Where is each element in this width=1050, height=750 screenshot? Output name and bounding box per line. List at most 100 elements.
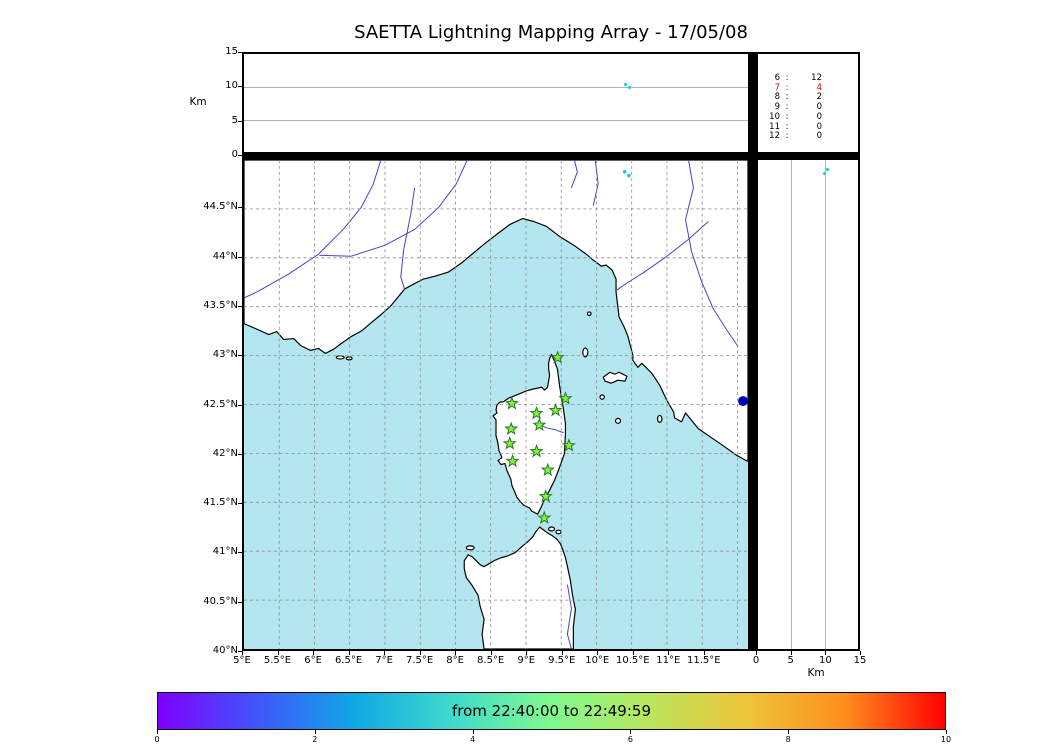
map-lon-tick-label: 6.5°E <box>334 655 363 666</box>
station-count-value: 4 <box>816 82 822 93</box>
station-count-row: 7: 4 <box>758 82 858 94</box>
time-window-label: from 22:40:00 to 22:49:59 <box>451 702 651 720</box>
station-count-row: 8: 2 <box>758 93 858 103</box>
map-lat-tick-label: 44.5°N <box>203 201 238 213</box>
colorbar-tick <box>314 730 316 734</box>
right-panel-tick <box>825 651 827 655</box>
map-lon-tick-label: 9.5°E <box>548 655 576 666</box>
map-lat-tick-label: 42°N <box>212 447 238 459</box>
map-canvas <box>244 160 748 649</box>
altitude-axis-label: Km <box>189 96 207 108</box>
colorbar-tick <box>946 730 947 734</box>
station-marker <box>532 417 547 432</box>
map-lon-tick <box>490 651 492 655</box>
map-lat-tick-label: 44°N <box>212 250 238 262</box>
right-panel-axis-label: Km <box>807 667 825 679</box>
map-lat-tick <box>238 256 242 258</box>
right-panel-tick <box>860 651 861 655</box>
map-lat-tick-label: 43°N <box>212 349 238 361</box>
map-lon-tick <box>668 651 670 655</box>
altitude-tick-label: 0 <box>231 149 238 160</box>
right-panel-tick-label: 0 <box>752 655 760 666</box>
map-lat-tick <box>238 404 242 406</box>
station-count-row: 11: 0 <box>758 121 858 133</box>
colorbar-tick-label: 4 <box>470 735 476 744</box>
montecristo-island <box>614 417 622 424</box>
altitude-tick-label: 5 <box>231 114 238 126</box>
corsica <box>492 353 567 515</box>
map-lon-tick <box>384 651 386 655</box>
altitude-tick-label: 10 <box>225 80 238 92</box>
rivers <box>244 160 739 649</box>
figure-title: SAETTA Lightning Mapping Array - 17/05/0… <box>354 22 748 43</box>
landmasses <box>244 160 748 649</box>
station-count-value: 0 <box>816 121 822 132</box>
station-marker <box>504 421 519 435</box>
station-count-key: 11 <box>769 121 780 132</box>
map-lon-tick-label: 8.5°E <box>477 655 505 666</box>
map-lat-tick <box>238 207 242 209</box>
river <box>244 160 382 299</box>
map-lon-tick <box>597 651 599 655</box>
lightning-source-dot <box>823 172 827 176</box>
station-count-separator: : <box>785 121 789 132</box>
colorbar-tick <box>630 730 632 734</box>
map-lat-tick-label: 43.5°N <box>203 299 238 311</box>
station-count-separator: : <box>785 92 789 103</box>
station-count-row: 6: 12 <box>758 73 858 84</box>
map-lat-tick <box>238 601 242 603</box>
station-count-key: 8 <box>774 92 780 103</box>
map-lon-tick-label: 5°E <box>233 655 251 666</box>
giglio-island <box>656 414 663 423</box>
lightning-source-dot <box>624 82 628 86</box>
map-lon-tick-label: 7.5°E <box>405 655 434 666</box>
station-marker <box>558 391 573 405</box>
station-marker <box>537 510 552 524</box>
station-count-key: 12 <box>769 131 780 142</box>
map-lat-tick-label: 42.5°N <box>203 398 238 410</box>
colorbar-tick-label: 2 <box>312 735 318 744</box>
altitude-tick-label: 15 <box>225 46 238 57</box>
hyeres-island <box>335 355 345 360</box>
map-lon-tick <box>419 651 421 655</box>
station-count-separator: : <box>785 102 789 113</box>
station-count-separator: : <box>785 131 789 142</box>
map-lat-tick <box>238 453 242 455</box>
river <box>566 584 572 649</box>
map-lat-tick <box>238 651 242 652</box>
sardinia <box>463 526 576 649</box>
map-lat-tick-label: 40°N <box>212 645 238 656</box>
map-lon-tick-label: 6°E <box>304 655 322 666</box>
map-lon-tick <box>455 651 457 655</box>
lightning-source-dot <box>627 173 631 178</box>
panel-divider-vertical <box>749 52 757 651</box>
map-lon-tick <box>632 651 634 655</box>
colorbar-tick <box>472 730 474 734</box>
station-count-value: 0 <box>816 111 822 122</box>
altitude-tick <box>238 86 242 88</box>
map-lon-tick-label: 10.5°E <box>615 655 650 666</box>
station-count-panel: 6:12 7:4 8:2 9:0 10:0 11:0 12:0 <box>756 52 860 155</box>
station-marker <box>561 438 576 452</box>
map-gridlines <box>244 160 748 649</box>
station-count-key: 7 <box>774 82 780 93</box>
map-lat-tick <box>238 355 242 357</box>
lake-bolsena <box>738 396 748 406</box>
maddalena-island-2 <box>555 529 562 535</box>
station-marker <box>529 444 544 458</box>
station-marker <box>540 462 555 476</box>
right-panel-tick-label: 15 <box>853 655 867 666</box>
altitude-tick <box>238 52 242 53</box>
altitude-gridline <box>244 120 748 121</box>
map-lat-tick <box>238 503 242 505</box>
map-lon-tick-label: 5.5°E <box>263 655 292 666</box>
map-lat-tick-label: 40.5°N <box>203 595 238 607</box>
altitude-tick <box>238 155 242 156</box>
colorbar-tick-label: 10 <box>940 735 952 744</box>
station-count-row: 9: 0 <box>758 102 858 113</box>
right-panel-tick-label: 5 <box>787 655 794 666</box>
maddalena-island <box>547 526 556 532</box>
colorbar-tick-label: 0 <box>154 735 160 744</box>
stations-layer <box>502 350 576 524</box>
colorbar-tick <box>788 730 790 734</box>
